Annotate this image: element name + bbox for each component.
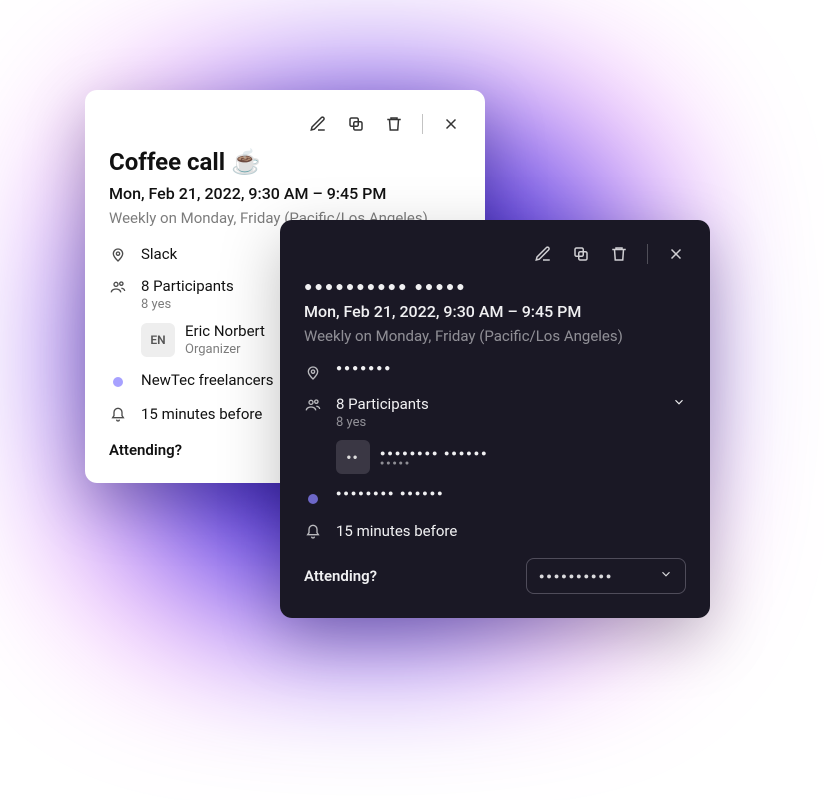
organizer-role: Organizer bbox=[185, 342, 265, 357]
edit-icon[interactable] bbox=[533, 244, 553, 264]
organizer: •• ●●●●●●●● ●●●●●● ●●●●● bbox=[336, 440, 658, 474]
copy-icon[interactable] bbox=[346, 114, 366, 134]
copy-icon[interactable] bbox=[571, 244, 591, 264]
participants-row[interactable]: 8 Participants 8 yes •• ●●●●●●●● ●●●●●● … bbox=[304, 395, 686, 474]
event-datetime: Mon, Feb 21, 2022, 9:30 AM – 9:45 PM bbox=[304, 302, 686, 321]
location-icon bbox=[304, 365, 322, 381]
tag-dot bbox=[308, 494, 318, 504]
event-title: Coffee call ☕ bbox=[109, 148, 461, 176]
select-value-obscured: ●●●●●●●●●● bbox=[539, 571, 613, 581]
attending-select[interactable]: ●●●●●●●●●● bbox=[526, 558, 686, 594]
attending-label: Attending? bbox=[109, 441, 182, 459]
toolbar bbox=[304, 240, 686, 268]
event-recurrence: Weekly on Monday, Friday (Pacific/Los An… bbox=[304, 327, 686, 345]
event-datetime: Mon, Feb 21, 2022, 9:30 AM – 9:45 PM bbox=[109, 184, 461, 203]
tag-dot-icon bbox=[304, 490, 322, 508]
participants-icon bbox=[109, 279, 127, 295]
tag-row: ●●●●●●●● ●●●●●● bbox=[304, 488, 686, 508]
event-title-obscured: ●●●●●●●●●● ●●●●● bbox=[304, 278, 686, 294]
reminder-text: 15 minutes before bbox=[336, 522, 686, 540]
organizer-name: Eric Norbert bbox=[185, 322, 265, 340]
reminder-row: 15 minutes before bbox=[304, 522, 686, 540]
location-icon bbox=[109, 247, 127, 263]
event-card-dark: ●●●●●●●●●● ●●●●● Mon, Feb 21, 2022, 9:30… bbox=[280, 220, 710, 618]
footer: Attending? ●●●●●●●●●● bbox=[304, 558, 686, 594]
avatar-obscured: •• bbox=[336, 440, 370, 474]
toolbar bbox=[109, 110, 461, 138]
tag-dot bbox=[113, 377, 123, 387]
location-obscured: ●●●●●●● bbox=[336, 363, 686, 374]
organizer-role-obscured: ●●●●● bbox=[380, 460, 489, 467]
chevron-down-icon[interactable] bbox=[672, 395, 686, 413]
bell-icon bbox=[304, 524, 322, 540]
edit-icon[interactable] bbox=[308, 114, 328, 134]
participants-icon bbox=[304, 397, 322, 413]
participants-yes: 8 yes bbox=[336, 415, 658, 430]
close-icon[interactable] bbox=[441, 114, 461, 134]
close-icon[interactable] bbox=[666, 244, 686, 264]
location-row: ●●●●●●● bbox=[304, 363, 686, 381]
organizer-name-obscured: ●●●●●●●● ●●●●●● bbox=[380, 448, 489, 458]
delete-icon[interactable] bbox=[384, 114, 404, 134]
event-title-emoji: ☕ bbox=[231, 148, 261, 176]
toolbar-divider bbox=[422, 114, 423, 134]
avatar: EN bbox=[141, 323, 175, 357]
tag-label-obscured: ●●●●●●●● ●●●●●● bbox=[336, 488, 686, 498]
event-title-text: Coffee call bbox=[109, 148, 225, 176]
toolbar-divider bbox=[647, 244, 648, 264]
chevron-down-icon bbox=[659, 567, 673, 585]
tag-dot-icon bbox=[109, 373, 127, 391]
delete-icon[interactable] bbox=[609, 244, 629, 264]
attending-label: Attending? bbox=[304, 567, 377, 585]
participants-count: 8 Participants bbox=[336, 395, 658, 413]
bell-icon bbox=[109, 407, 127, 423]
